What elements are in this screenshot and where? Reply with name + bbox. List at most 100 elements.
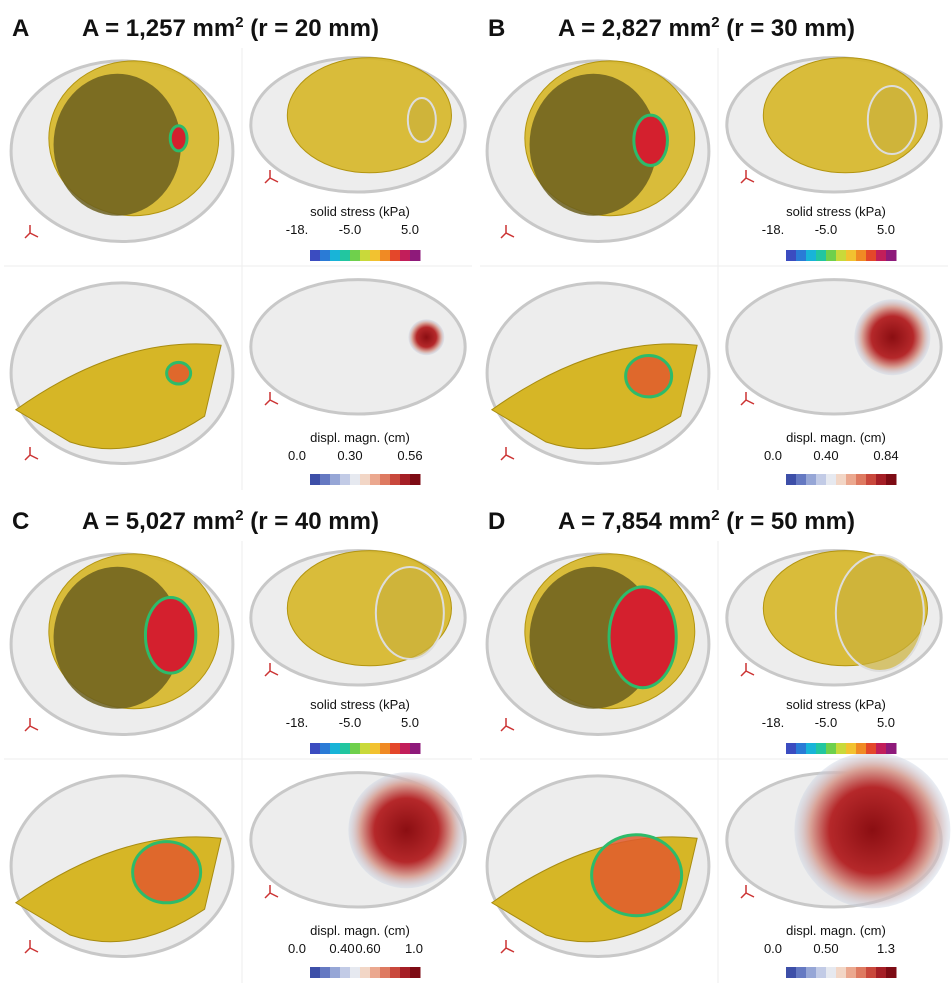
colorbar-segment	[310, 250, 321, 261]
colorbar-segment	[836, 474, 847, 485]
colorbar-segment	[330, 474, 341, 485]
colorbar-segment	[380, 250, 391, 261]
colorbar-title: solid stress (kPa)	[786, 697, 886, 712]
colorbar-segment	[400, 474, 411, 485]
colorbar-segment	[370, 250, 381, 261]
cavity	[868, 86, 916, 154]
figure: A A = 1,257 mm 2 (r = 20 mm) solid stress (…	[0, 0, 952, 986]
colorbar-segment	[806, 967, 817, 978]
axes-icon	[265, 170, 278, 183]
tumor-region	[634, 115, 668, 165]
panel: CA = 5,027 mm2 (r = 40 mm)solid stress (…	[4, 507, 472, 983]
colorbar-segment	[796, 474, 807, 485]
colorbar-segment	[340, 743, 351, 754]
title-rest: (r = 20 mm)	[244, 15, 379, 42]
colorbar-segment	[876, 250, 887, 261]
colorbar-segment	[856, 967, 867, 978]
colorbar-segment	[786, 743, 797, 754]
colorbar-segment	[410, 250, 421, 261]
colorbar-segment	[360, 967, 371, 978]
colorbar-segment	[310, 743, 321, 754]
colorbar-segment	[320, 967, 331, 978]
colorbar-segment	[380, 743, 391, 754]
colorbar-segment	[400, 250, 411, 261]
colorbar-segment	[806, 743, 817, 754]
colorbar-segment	[826, 474, 837, 485]
colorbar-segment	[320, 250, 331, 261]
colorbar-segment	[886, 743, 897, 754]
axes-icon	[501, 225, 514, 238]
colorbar-segment	[340, 967, 351, 978]
colorbar-segment	[826, 967, 837, 978]
cavity	[836, 555, 924, 671]
colorbar-segment	[360, 250, 371, 261]
colorbar-segment	[836, 250, 847, 261]
colorbar-segment	[786, 250, 797, 261]
colorbar-segment	[370, 743, 381, 754]
colorbar-title: solid stress (kPa)	[310, 204, 410, 219]
colorbar-segment	[806, 250, 817, 261]
colorbar-segment	[360, 743, 371, 754]
colorbar-tick: -5.0	[339, 222, 361, 237]
colorbar-segment	[390, 967, 401, 978]
axes-icon	[25, 225, 38, 238]
panel-title: A = 7,854 mm2 (r = 50 mm)	[558, 507, 855, 535]
colorbar-segment	[826, 250, 837, 261]
colorbar-tick: 0.50	[813, 941, 838, 956]
colorbar-tick: -5.0	[815, 715, 837, 730]
colorbar-segment	[350, 250, 361, 261]
colorbar-segment	[846, 743, 857, 754]
title-sup: 2	[711, 507, 719, 524]
title-rest: (r = 50 mm)	[720, 508, 855, 535]
colorbar-title: displ. magn. (cm)	[310, 923, 410, 938]
tumor-region	[170, 126, 187, 151]
colorbar-segment	[886, 250, 897, 261]
colorbar-tick: 0.40	[329, 941, 354, 956]
tumor-region	[145, 598, 195, 674]
colorbar-tick: 0.0	[764, 448, 782, 463]
axes-icon	[25, 718, 38, 731]
colorbar-segment	[380, 474, 391, 485]
colorbar-segment	[370, 967, 381, 978]
colorbar-tick: -18.	[762, 715, 784, 730]
panel-label: B	[488, 15, 505, 42]
axes-icon	[265, 663, 278, 676]
cavity	[408, 98, 436, 142]
colorbar-tick: 0.0	[764, 941, 782, 956]
tumor-region	[167, 362, 191, 384]
colorbar-segment	[886, 474, 897, 485]
colorbar-title: displ. magn. (cm)	[786, 923, 886, 938]
colorbar-tick: 0.30	[337, 448, 362, 463]
colorbar-segment	[836, 743, 847, 754]
colorbar-tick: 5.0	[401, 222, 419, 237]
colorbar-segment	[320, 743, 331, 754]
colorbar-tick: 5.0	[877, 715, 895, 730]
axes-icon	[501, 447, 514, 460]
colorbar-tick: 0.0	[288, 448, 306, 463]
panel-label: A	[12, 15, 29, 42]
colorbar-segment	[310, 967, 321, 978]
colorbar-segment	[390, 743, 401, 754]
colorbar-segment	[866, 743, 877, 754]
colorbar-title: solid stress (kPa)	[786, 204, 886, 219]
colorbar-tick: -18.	[286, 222, 308, 237]
colorbar-segment	[390, 250, 401, 261]
colorbar-segment	[320, 474, 331, 485]
colorbar-segment	[400, 743, 411, 754]
title-main: A = 2,827 mm	[558, 15, 711, 42]
colorbar-segment	[796, 743, 807, 754]
colorbar-tick: 0.84	[873, 448, 898, 463]
colorbar-segment	[380, 967, 391, 978]
colorbar-tick: -5.0	[815, 222, 837, 237]
panel-label: C	[12, 508, 29, 535]
colorbar-segment	[786, 474, 797, 485]
title-rest: (r = 30 mm)	[720, 15, 855, 42]
displacement-field	[348, 772, 464, 888]
displacement-field	[854, 299, 930, 375]
colorbar-segment	[856, 474, 867, 485]
colorbar-segment	[816, 967, 827, 978]
title-main: A = 1,257 mm	[82, 15, 235, 42]
colorbar-segment	[806, 474, 817, 485]
colorbar-segment	[410, 743, 421, 754]
